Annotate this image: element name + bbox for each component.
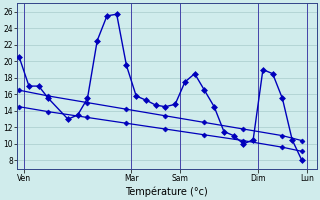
X-axis label: Température (°c): Température (°c) bbox=[125, 186, 208, 197]
